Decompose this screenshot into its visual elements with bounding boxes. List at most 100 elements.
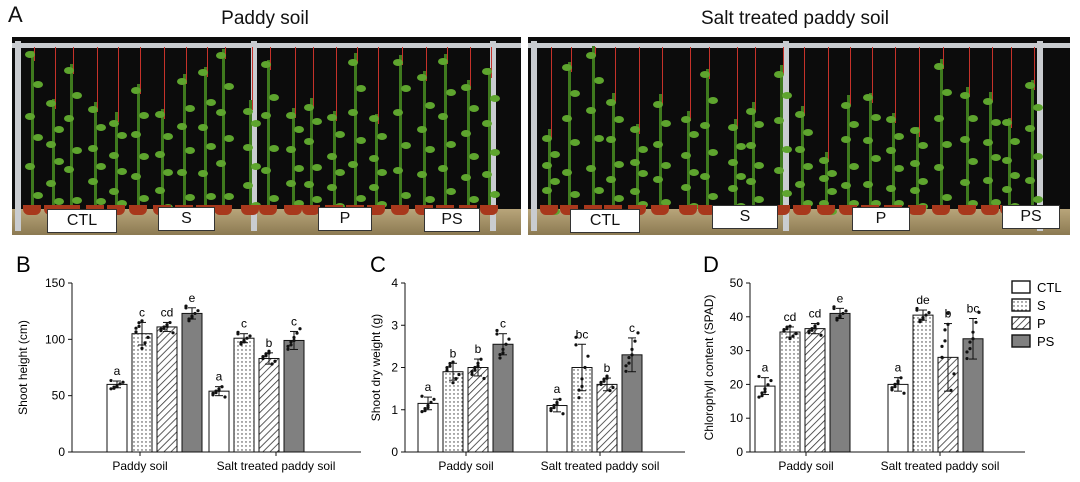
plant-leaf [1002,186,1013,194]
plant-leaf [840,181,851,189]
plant-leaf [1032,195,1043,203]
plant-leaf [95,197,106,205]
plant-leaf [294,126,305,134]
data-point [423,409,427,413]
support-string [828,47,830,162]
x-category-label: Salt treated paddy soil [217,459,336,473]
data-point [112,386,116,390]
plant-leaf [982,177,993,185]
data-point [552,403,556,408]
data-point [555,402,559,407]
significance-letter: a [114,364,121,378]
plant-leaf [304,137,315,145]
plant-stem [423,71,427,215]
significance-letter: b [266,336,273,350]
plant-leaf [1024,124,1035,132]
data-point [943,339,947,343]
plant-leaf [586,165,597,173]
data-point [832,305,836,309]
significance-letter: e [189,291,196,305]
significance-letter: c [629,321,635,335]
data-point [602,379,606,383]
data-point [261,355,265,359]
data-point [893,382,897,386]
y-tick-label: 50 [730,276,744,290]
significance-letter: c [139,305,145,319]
bar-ps [283,339,305,453]
data-point [785,325,789,329]
plant-leaf [871,200,882,208]
data-point [763,389,767,394]
significance-letter: a [216,370,223,384]
bar-p [937,356,959,453]
plant-leaf [334,131,345,139]
data-point [899,376,903,380]
support-string [357,47,359,64]
data-point [445,366,449,370]
plant-leaf [886,146,896,154]
significance-letter: b [945,307,952,321]
plant-leaf [482,170,493,178]
data-point [267,351,271,355]
data-point [217,387,221,391]
legend-swatch-s [1011,298,1031,312]
significance-letter: c [500,317,506,331]
plant-leaf [176,122,187,130]
plant-leaf [594,135,605,143]
data-point [159,329,163,333]
data-point [608,388,612,393]
support-string [782,47,784,76]
plant-leaf [689,169,700,177]
plant-leaf [376,132,387,140]
plant-leaf [1002,118,1013,126]
plant-leaf [613,195,624,203]
data-point [832,306,836,311]
plant-stem [687,111,691,215]
data-point [624,369,628,373]
plant-leaf [638,170,649,178]
data-point [552,405,556,410]
significance-letter: bc [967,301,980,315]
plant-pot [817,205,836,215]
data-point [577,396,581,400]
data-point [574,343,578,347]
support-string [991,47,993,103]
y-tick-label: 4 [391,276,398,290]
legend-swatch-ps [1011,334,1031,348]
plant-leaf [990,153,1001,161]
plant-leaf [594,77,605,85]
plant-leaf [64,66,75,74]
plant-leaf [886,116,896,124]
support-string [968,47,970,98]
bar-ps [181,312,203,453]
support-string [639,47,641,134]
plant-leaf [570,138,581,146]
bar-s [779,331,801,453]
plant-leaf [356,194,367,202]
plant-leaf [176,77,187,85]
y-tick-label: 10 [730,411,744,425]
data-point [574,335,578,339]
data-point [813,324,817,328]
data-point [902,391,906,395]
plant-pot [391,205,410,215]
bar-ctl [417,402,439,453]
data-point [482,376,486,381]
bar-p [156,326,178,453]
support-string [754,47,756,112]
significance-letter: de [916,293,930,307]
plant-stem [869,92,873,215]
plant-stem [592,45,596,215]
data-point [286,347,290,351]
photo-label-ps: PS [424,208,480,232]
bar-ps [962,338,984,453]
plant-leaf [933,62,944,70]
plant-leaf [803,163,814,171]
plant-leaf [438,58,449,66]
plant-leaf [917,178,928,186]
support-string [550,47,552,139]
bar-ps [829,312,851,453]
photo-label-s-salt: S [712,205,778,229]
plant-leaf [401,84,412,92]
data-point [841,311,845,316]
